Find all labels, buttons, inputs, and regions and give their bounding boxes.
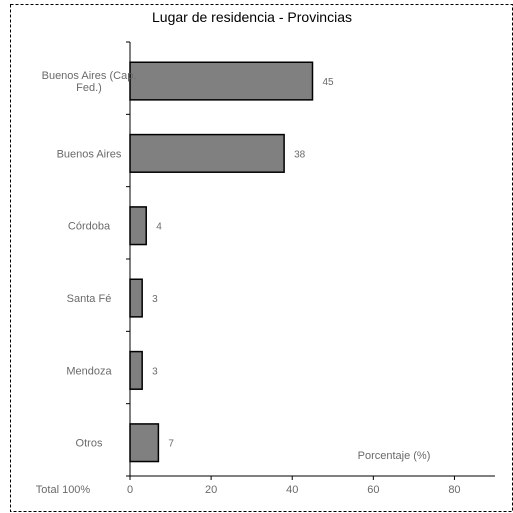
x-axis-label: Porcentaje (%) <box>358 450 431 462</box>
x-tick-label-1: 20 <box>205 484 217 496</box>
category-label-3: Santa Fé <box>67 293 112 305</box>
category-label-5: Otros <box>76 438 103 450</box>
bar-1 <box>129 133 285 173</box>
category-label-4: Mendoza <box>66 365 112 377</box>
category-label-1: Buenos Aires <box>57 148 122 160</box>
x-tick-label-0: 0 <box>127 484 133 496</box>
category-label-line: Mendoza <box>66 365 112 377</box>
value-label-4: 3 <box>152 366 158 377</box>
bar-4 <box>129 350 143 390</box>
category-label-line: Santa Fé <box>67 293 112 305</box>
category-label-line: Buenos Aires (Cap. <box>42 70 137 82</box>
value-label-0: 45 <box>323 77 335 88</box>
bar-5 <box>129 423 160 463</box>
chart-title: Lugar de residencia - Provincias <box>152 9 352 25</box>
category-label-line: Fed.) <box>76 82 102 94</box>
total-label: Total 100% <box>36 484 91 496</box>
category-label-0: Buenos Aires (Cap. Fed.) <box>42 70 137 94</box>
x-tick-label-4: 80 <box>448 484 460 496</box>
category-label-line: Córdoba <box>68 221 111 233</box>
bar-0 <box>129 61 314 101</box>
plot-area: 0 20 40 60 80 45 Buenos Aires (Cap. Fed.) 38 Buen… <box>42 41 495 496</box>
category-label-2: Córdoba <box>68 221 111 233</box>
bar-3 <box>129 278 143 318</box>
value-label-5: 7 <box>168 439 174 450</box>
bar-2 <box>129 206 147 246</box>
value-label-2: 4 <box>156 222 162 233</box>
category-label-line: Otros <box>76 438 103 450</box>
x-tick-label-2: 40 <box>286 484 298 496</box>
x-tick-label-3: 60 <box>367 484 379 496</box>
category-label-line: Buenos Aires <box>57 148 122 160</box>
value-label-3: 3 <box>152 294 158 305</box>
value-label-1: 38 <box>294 149 306 160</box>
